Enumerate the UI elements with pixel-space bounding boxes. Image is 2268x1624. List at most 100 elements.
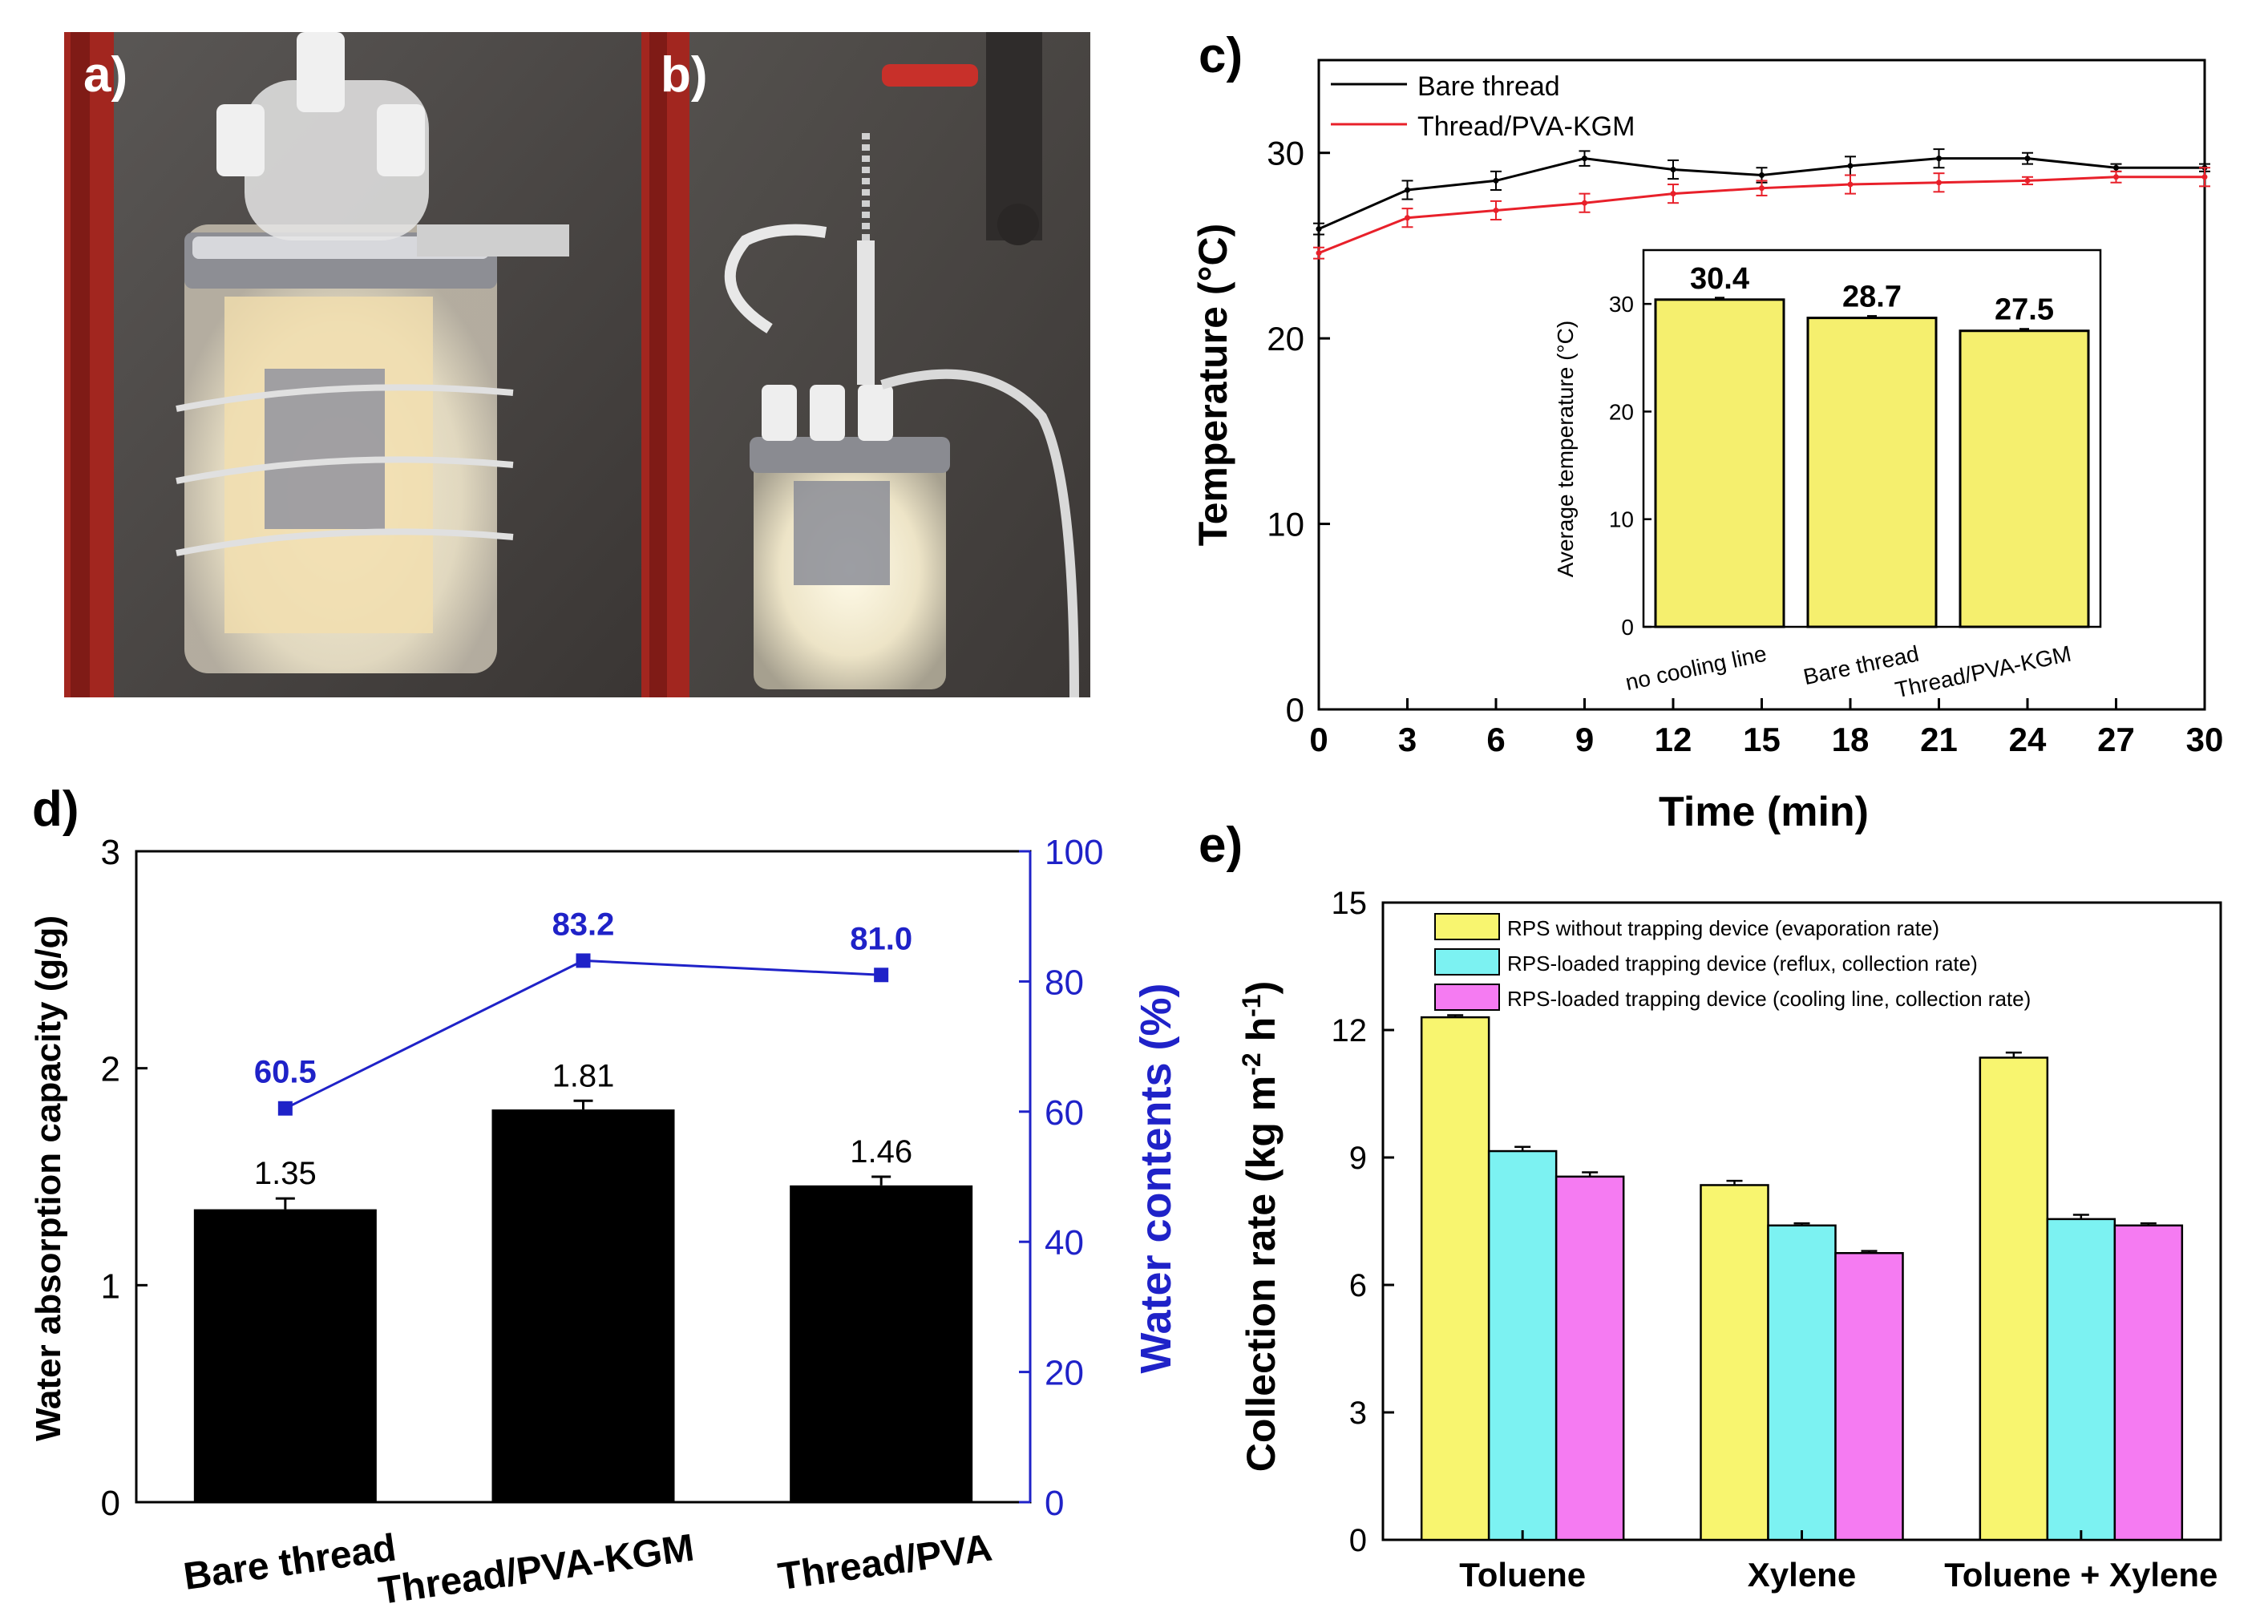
data-point-thread-pva-kgm bbox=[1582, 200, 1587, 206]
bar-data-label: 1.81 bbox=[552, 1058, 615, 1093]
chart-c-series bbox=[1313, 148, 2210, 260]
legend-label-bare-thread: Bare thread bbox=[1417, 71, 1560, 102]
chart-d-x-tick-label: Thread/PVA bbox=[775, 1526, 994, 1598]
legend-label-series-1: RPS without trapping device (evaporation… bbox=[1507, 916, 1939, 940]
chart-d-secondary-y-ticks: 0 20 40 60 80 100 bbox=[1019, 833, 1103, 1523]
bar-toluene-series-2 bbox=[1487, 1149, 1558, 1541]
water-content-point bbox=[576, 953, 591, 968]
chart-c-y-tick-label: 10 bbox=[1267, 506, 1304, 543]
chart-d-x-tick-label: Bare thread bbox=[181, 1526, 399, 1598]
data-point-bare-thread bbox=[1493, 177, 1499, 184]
data-point-thread-pva-kgm bbox=[1847, 181, 1854, 188]
photo-panel-a: a) bbox=[64, 32, 641, 697]
data-point-bare-thread bbox=[1759, 172, 1765, 178]
chart-e-y-tick-label: 15 bbox=[1332, 886, 1368, 921]
inset-y-tick-label: 0 bbox=[1621, 615, 1634, 640]
chart-c-inset-y-axis-label: Average temperature (°C) bbox=[1553, 321, 1578, 577]
data-point-thread-pva-kgm bbox=[2113, 174, 2119, 180]
inset-data-label: 30.4 bbox=[1690, 262, 1749, 296]
chart-d-secondary-y-axis-label: Water contents (%) bbox=[1132, 983, 1180, 1373]
photo-panel-b: b) bbox=[641, 32, 1090, 697]
chart-c-x-tick-label: 18 bbox=[1832, 721, 1870, 758]
panel-label-c: c) bbox=[1199, 28, 1243, 83]
data-point-bare-thread bbox=[1405, 187, 1410, 193]
chart-d-bars: 1.35 1.81 1.46 bbox=[193, 1058, 973, 1502]
bar-bare-thread bbox=[193, 1209, 377, 1502]
bar-xylene-series-3 bbox=[1834, 1252, 1904, 1541]
bar-data-label: 1.46 bbox=[850, 1134, 912, 1170]
chart-d-y-tick-label: 0 bbox=[101, 1484, 120, 1523]
chart-c-x-tick-label: 0 bbox=[1309, 721, 1328, 758]
data-point-bare-thread bbox=[2113, 164, 2119, 171]
chart-c-x-tick-label: 21 bbox=[1920, 721, 1958, 758]
chart-d-secondary-y-tick-label: 40 bbox=[1045, 1223, 1084, 1262]
data-point-thread-pva-kgm bbox=[1493, 207, 1499, 213]
chart-d-secondary-y-tick-label: 100 bbox=[1045, 833, 1103, 872]
chart-d: d) 0 1 2 3 0 20 40 60 80 100 1.35 1.81 1.46 60.5 83… bbox=[29, 782, 1180, 1613]
data-point-bare-thread bbox=[1582, 156, 1587, 162]
chart-e-x-tick-label: Xylene bbox=[1748, 1556, 1856, 1594]
chart-e-y-tick-label: 6 bbox=[1349, 1268, 1367, 1303]
panel-label-b: b) bbox=[661, 47, 708, 103]
water-content-data-label: 60.5 bbox=[254, 1055, 317, 1090]
photo-b-illustration bbox=[641, 32, 1090, 697]
chart-d-y-axis-label: Water absorption capacity (g/g) bbox=[29, 915, 68, 1441]
inset-x-tick-label: Thread/PVA-KGM bbox=[1893, 641, 2073, 703]
chart-e-legend: RPS without trapping device (evaporation… bbox=[1434, 913, 2031, 1011]
chart-e-y-tick-label: 9 bbox=[1349, 1141, 1367, 1176]
chart-c-x-tick-label: 15 bbox=[1743, 721, 1781, 758]
inset-y-tick-label: 30 bbox=[1609, 292, 1634, 317]
chart-d-y-ticks: 0 1 2 3 bbox=[101, 833, 148, 1523]
chart-e-y-tick-label: 3 bbox=[1349, 1396, 1367, 1431]
data-point-bare-thread bbox=[1847, 163, 1854, 169]
chart-d-y-tick-label: 1 bbox=[101, 1266, 120, 1306]
chart-d-y-tick-label: 3 bbox=[101, 833, 120, 872]
inset-y-tick-label: 20 bbox=[1609, 399, 1634, 424]
data-point-bare-thread bbox=[2024, 156, 2031, 162]
water-content-data-label: 81.0 bbox=[850, 921, 912, 956]
inset-x-tick-label: no cooling line bbox=[1623, 641, 1769, 696]
chart-c-x-tick-label: 27 bbox=[2097, 721, 2135, 758]
data-point-thread-pva-kgm bbox=[1670, 191, 1676, 197]
bar-xylene-series-1 bbox=[1700, 1184, 1769, 1541]
data-point-thread-pva-kgm bbox=[1405, 215, 1410, 221]
chart-e-x-ticks: Toluene Xylene Toluene + Xylene bbox=[1459, 1530, 2217, 1594]
chart-c-y-tick-label: 0 bbox=[1286, 691, 1304, 729]
water-content-point bbox=[277, 1101, 293, 1116]
bar-thread-pva bbox=[790, 1185, 973, 1502]
chart-c-x-tick-label: 24 bbox=[2009, 721, 2047, 758]
chart-d-secondary-y-tick-label: 20 bbox=[1045, 1354, 1084, 1393]
water-content-point bbox=[874, 968, 889, 983]
chart-c-y-axis-label: Temperature (°C) bbox=[1191, 224, 1235, 546]
chart-c-x-axis-label: Time (min) bbox=[1659, 789, 1869, 835]
photo-a-illustration bbox=[64, 32, 641, 697]
chart-e-bars bbox=[1420, 1014, 2184, 1541]
chart-e-y-tick-label: 0 bbox=[1349, 1523, 1367, 1558]
data-point-thread-pva-kgm bbox=[1936, 180, 1942, 186]
bar-toluene-series-1 bbox=[1420, 1016, 1490, 1541]
bar-xylene-series-2 bbox=[1767, 1224, 1837, 1541]
data-point-thread-pva-kgm bbox=[2201, 174, 2208, 180]
chart-c-y-ticks: 0 10 20 30 bbox=[1267, 135, 1330, 729]
chart-c-x-ticks: 0 3 6 9 12 15 18 21 24 27 30 bbox=[1309, 698, 2223, 758]
chart-e-y-ticks: 0 3 6 9 12 15 bbox=[1332, 886, 1394, 1558]
chart-c: c) 0 10 20 30 0 3 6 9 12 15 18 21 24 27 30 Temperatur… bbox=[1191, 28, 2223, 835]
chart-c-x-tick-label: 6 bbox=[1486, 721, 1505, 758]
chart-d-secondary-y-tick-label: 60 bbox=[1045, 1093, 1084, 1133]
chart-c-x-tick-label: 30 bbox=[2186, 721, 2224, 758]
chart-c-x-tick-label: 12 bbox=[1655, 721, 1692, 758]
panel-label-d: d) bbox=[32, 782, 79, 837]
data-point-bare-thread bbox=[1670, 167, 1676, 173]
inset-bar-thread-pva-kgm bbox=[1959, 329, 2090, 628]
legend-label-series-3: RPS-loaded trapping device (cooling line… bbox=[1507, 987, 2031, 1011]
chart-d-water-content-line: 60.5 83.2 81.0 bbox=[254, 907, 912, 1116]
bar-thread-pva-kgm bbox=[491, 1109, 675, 1502]
chart-d-y-tick-label: 2 bbox=[101, 1050, 120, 1089]
inset-bar-no-cooling-line bbox=[1654, 298, 1785, 628]
data-point-bare-thread bbox=[1936, 156, 1942, 162]
chart-c-y-tick-label: 20 bbox=[1267, 320, 1304, 358]
data-point-thread-pva-kgm bbox=[2024, 177, 2031, 184]
data-point-thread-pva-kgm bbox=[1759, 185, 1765, 192]
